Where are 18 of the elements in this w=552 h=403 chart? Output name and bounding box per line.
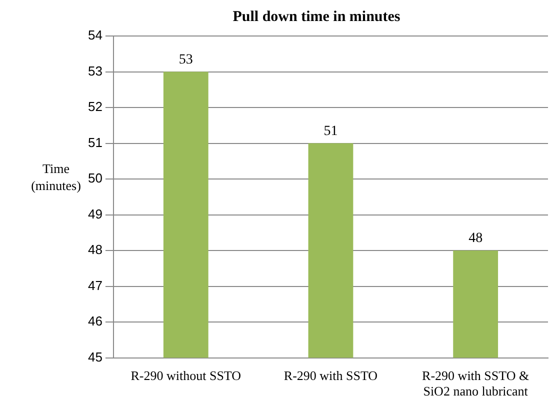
y-tick-label: 51 bbox=[88, 134, 102, 150]
y-tick-label: 48 bbox=[88, 242, 102, 258]
y-axis-title: Time (minutes) bbox=[31, 161, 81, 193]
y-tick-label: 52 bbox=[88, 99, 102, 114]
data-label: 51 bbox=[324, 124, 338, 139]
y-tick-label: 47 bbox=[88, 278, 102, 293]
x-tick-label: R-290 with SSTO bbox=[284, 368, 378, 384]
y-tick-label: 49 bbox=[88, 206, 102, 222]
y-tick-label: 54 bbox=[88, 28, 102, 43]
data-label: 53 bbox=[178, 52, 193, 68]
y-tick-label: 50 bbox=[88, 170, 102, 186]
y-tick-label: 46 bbox=[88, 314, 102, 329]
y-tick-label: 53 bbox=[88, 63, 102, 78]
data-label: 48 bbox=[468, 231, 483, 246]
y-tick-label: 45 bbox=[88, 349, 102, 364]
chart-title: Pull down time in minutes bbox=[232, 8, 400, 25]
x-tick-label: R-290 with SSTO & SiO2 nano lubricant bbox=[422, 368, 530, 399]
x-tick-label: R-290 without SSTO bbox=[130, 368, 242, 384]
